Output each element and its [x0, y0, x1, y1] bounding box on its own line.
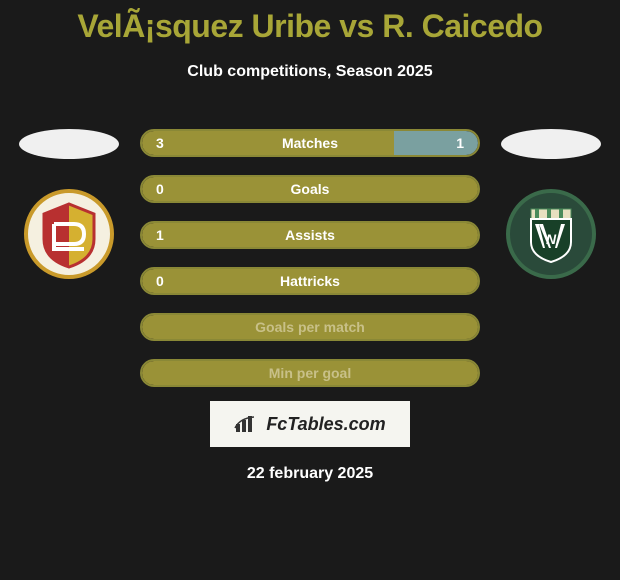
fctables-label: FcTables.com	[266, 414, 385, 435]
stat-value-right: 1	[456, 135, 464, 151]
player-left-avatar	[19, 129, 119, 159]
stat-label: Hattricks	[280, 273, 340, 289]
svg-text:N: N	[546, 231, 557, 247]
stat-bar-min-per-goal: Min per goal	[140, 359, 480, 387]
stat-bar-goals: 0 Goals	[140, 175, 480, 203]
stat-bar-matches: 3 1 Matches	[140, 129, 480, 157]
tolima-crest-icon	[34, 199, 104, 269]
stat-bar-goals-per-match: Goals per match	[140, 313, 480, 341]
player-right-column: N	[496, 129, 606, 279]
main-section: 3 1 Matches 0 Goals 1 Assists 0 Hattricks Goals p…	[10, 129, 610, 387]
stat-bar-assists: 1 Assists	[140, 221, 480, 249]
club-badge-right: N	[506, 189, 596, 279]
bar-chart-icon	[234, 414, 258, 434]
stat-value-left: 0	[156, 273, 164, 289]
stat-label: Goals	[291, 181, 330, 197]
stat-bars: 3 1 Matches 0 Goals 1 Assists 0 Hattricks Goals p…	[140, 129, 480, 387]
date-text: 22 february 2025	[10, 465, 610, 483]
fctables-badge[interactable]: FcTables.com	[210, 401, 410, 447]
player-right-avatar	[501, 129, 601, 159]
stat-value-left: 0	[156, 181, 164, 197]
stat-fill-right	[394, 131, 478, 155]
stat-label: Matches	[282, 135, 338, 151]
stat-label: Assists	[285, 227, 335, 243]
stat-fill-left	[142, 131, 394, 155]
page-title: VelÃ¡squez Uribe vs R. Caicedo	[10, 0, 610, 45]
stat-label: Goals per match	[255, 319, 365, 335]
stat-bar-hattricks: 0 Hattricks	[140, 267, 480, 295]
nacional-crest-icon: N	[521, 204, 581, 264]
subtitle: Club competitions, Season 2025	[10, 63, 610, 81]
club-badge-left	[24, 189, 114, 279]
player-left-column	[14, 129, 124, 279]
stat-label: Min per goal	[269, 365, 351, 381]
stat-value-left: 3	[156, 135, 164, 151]
stat-value-left: 1	[156, 227, 164, 243]
comparison-widget: VelÃ¡squez Uribe vs R. Caicedo Club comp…	[0, 0, 620, 580]
